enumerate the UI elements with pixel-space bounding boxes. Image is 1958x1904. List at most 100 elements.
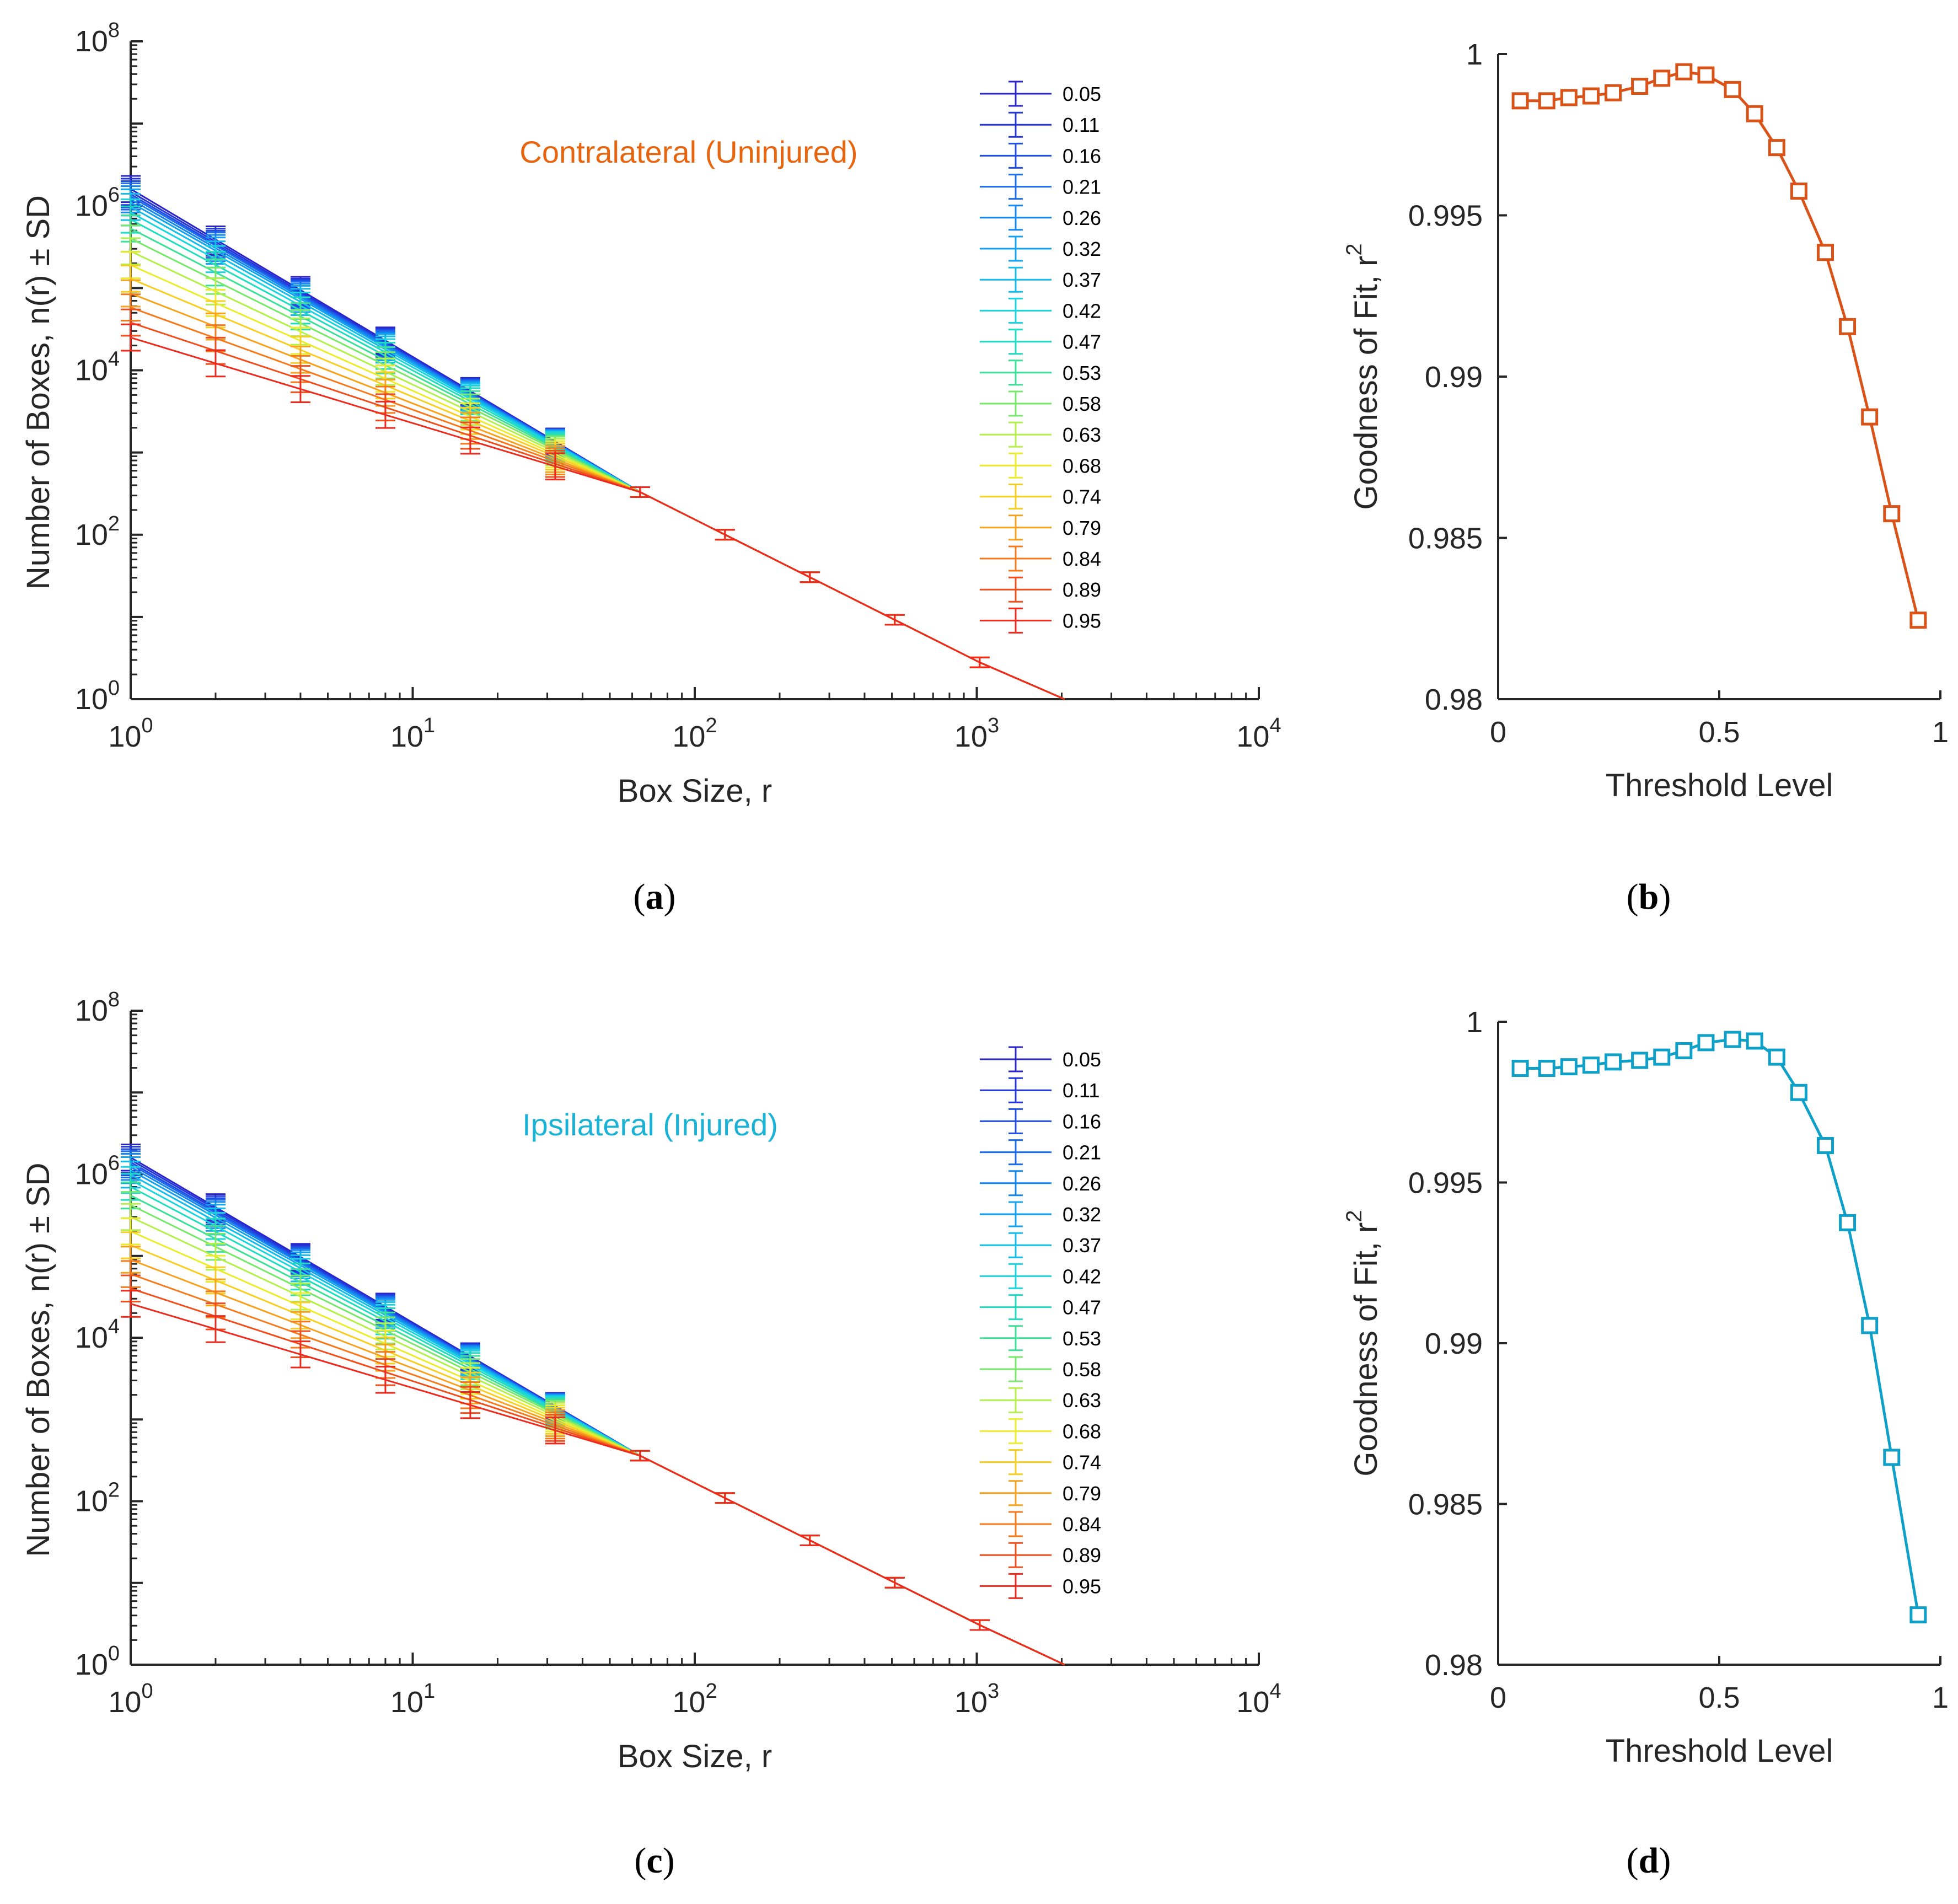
x-tick-label: 104: [1236, 714, 1281, 753]
x-tick-label: 0.5: [1698, 1681, 1740, 1714]
legend-item: 0.26: [980, 205, 1101, 231]
series-line: [130, 336, 1065, 700]
legend-label: 0.42: [1063, 1265, 1101, 1288]
y-tick-label: 104: [75, 1315, 120, 1354]
series-line: [130, 1273, 1065, 1666]
legend-item: 0.68: [980, 1418, 1101, 1444]
x-axis-label: Threshold Level: [1606, 768, 1833, 803]
legend-item: 0.84: [980, 1511, 1101, 1537]
x-tick-label: 0.5: [1698, 716, 1740, 749]
x-tick-label: 102: [672, 714, 717, 753]
series-line: [130, 218, 1065, 700]
legend-label: 0.47: [1063, 1296, 1101, 1319]
panel-caption-b: (b): [1627, 877, 1671, 917]
y-tick-label: 0.995: [1408, 200, 1483, 233]
legend-item: 0.32: [980, 1201, 1101, 1227]
data-marker: [1653, 69, 1671, 87]
series-0.79: [121, 1246, 1065, 1666]
series-0.16: [121, 1148, 1065, 1666]
data-marker: [1746, 1032, 1763, 1050]
legend-label: 0.11: [1063, 1079, 1099, 1102]
series-line: [130, 1303, 1065, 1666]
series-0.79: [121, 279, 1065, 700]
legend-item: 0.21: [980, 174, 1101, 200]
series-line: [130, 1186, 1065, 1666]
legend-label: 0.68: [1063, 454, 1101, 477]
legend-label: 0.84: [1063, 1513, 1101, 1536]
series-line: [130, 188, 1065, 700]
legend-item: 0.74: [980, 1449, 1101, 1476]
x-tick-label: 1: [1932, 716, 1949, 749]
series-line: [130, 1156, 1065, 1666]
series-line: [1520, 70, 1920, 621]
legend-item: 0.63: [980, 1387, 1101, 1413]
y-tick-label: 0.98: [1425, 1649, 1483, 1682]
series-0.89: [121, 1274, 1065, 1666]
y-tick-label: 106: [75, 183, 120, 222]
series-line: [130, 1161, 1065, 1666]
series-0.32: [121, 1156, 1065, 1666]
y-tick-label: 0.995: [1408, 1167, 1483, 1200]
data-marker: [1909, 612, 1927, 629]
series-0.74: [121, 1231, 1065, 1666]
x-axis-label: Box Size, r: [618, 773, 772, 809]
legend: 0.05 0.11 0.16 0.21 0.26 0.32 0.37 0.42 0.47 0.53…: [980, 81, 1101, 634]
legend-item: 0.95: [980, 607, 1101, 634]
legend-label: 0.37: [1063, 269, 1101, 291]
y-tick-label: 106: [75, 1152, 120, 1191]
plot-title: Ipsilateral (Injured): [522, 1107, 778, 1142]
legend-label: 0.32: [1063, 1203, 1101, 1226]
legend-item: 0.11: [980, 111, 1099, 138]
legend-label: 0.89: [1063, 1544, 1101, 1567]
x-tick-label: 103: [954, 714, 999, 753]
legend-label: 0.37: [1063, 1234, 1101, 1257]
y-tick-label: 104: [75, 348, 120, 387]
data-marker: [1909, 1606, 1927, 1624]
legend-item: 0.42: [980, 297, 1101, 324]
data-marker: [1839, 318, 1857, 335]
legend-item: 0.58: [980, 1356, 1101, 1382]
legend-item: 0.79: [980, 514, 1101, 541]
legend-item: 0.53: [980, 1325, 1101, 1351]
data-marker: [1768, 139, 1785, 157]
data-marker: [1883, 1449, 1901, 1466]
legend-item: 0.37: [980, 1232, 1101, 1258]
data-marker: [1605, 84, 1622, 101]
legend-item: 0.11: [980, 1077, 1099, 1103]
series-line: [130, 278, 1065, 700]
x-tick-label: 0: [1490, 1681, 1506, 1714]
series-0.11: [121, 1146, 1065, 1666]
panel-d: 0 0.5 1 0.98 0.985 0.99 0.995 1 Threshold Level G…: [1342, 1006, 1949, 1769]
legend: 0.05 0.11 0.16 0.21 0.26 0.32 0.37 0.42 0.47 0.53…: [980, 1046, 1101, 1599]
y-tick-label: 0.99: [1425, 1327, 1483, 1360]
y-tick-label: 108: [75, 988, 120, 1027]
panel-a: 100 101 102 103 104 100 102 104 106 108 Box Size, …: [20, 19, 1281, 809]
series-0.95: [121, 323, 1065, 700]
series-0.05: [121, 175, 1065, 700]
y-tick-label: 1: [1466, 38, 1483, 71]
legend-label: 0.05: [1063, 1048, 1101, 1071]
series-line: [130, 307, 1065, 700]
series-0.26: [121, 1152, 1065, 1666]
data-marker: [1816, 1136, 1834, 1154]
series-0.26: [121, 185, 1065, 700]
series-line: [130, 194, 1065, 700]
legend-item: 0.68: [980, 452, 1101, 479]
legend-label: 0.79: [1063, 1482, 1101, 1505]
legend-item: 0.05: [980, 81, 1101, 107]
data-marker: [1861, 408, 1879, 426]
series-line: [130, 292, 1065, 700]
legend-item: 0.16: [980, 142, 1101, 169]
legend-label: 0.84: [1063, 548, 1101, 570]
series-line: [130, 228, 1065, 700]
data-marker: [1511, 1060, 1529, 1077]
series-0.21: [121, 182, 1065, 700]
legend-item: 0.16: [980, 1108, 1101, 1134]
data-marker: [1697, 66, 1715, 84]
data-marker: [1605, 1053, 1622, 1071]
data-marker: [1631, 78, 1649, 95]
x-tick-label: 100: [108, 1680, 153, 1719]
data-marker: [1675, 63, 1693, 81]
y-tick-label: 102: [75, 512, 120, 551]
